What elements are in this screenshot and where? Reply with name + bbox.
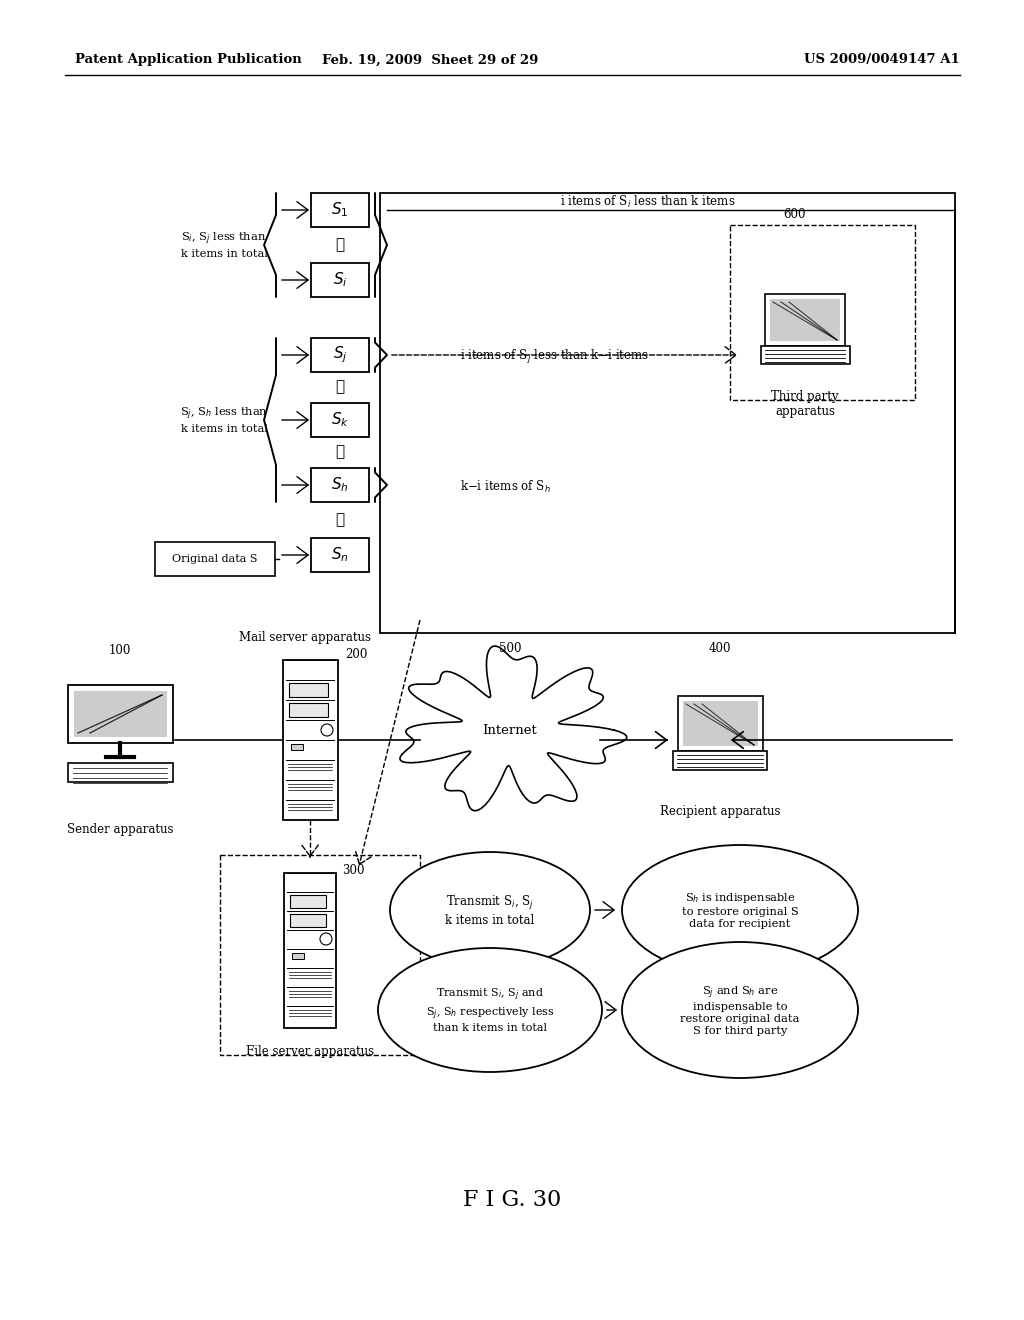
Text: S$_j$ and S$_h$ are
indispensable to
restore original data
S for third party: S$_j$ and S$_h$ are indispensable to res… — [680, 985, 800, 1036]
Text: $S_h$: $S_h$ — [331, 475, 349, 495]
Polygon shape — [399, 645, 627, 810]
Text: Sender apparatus: Sender apparatus — [67, 824, 173, 837]
Text: 300: 300 — [342, 863, 365, 876]
Bar — [289, 704, 328, 717]
Text: S$_j$, S$_h$ less than
k items in total: S$_j$, S$_h$ less than k items in total — [180, 407, 268, 434]
Text: ⋮: ⋮ — [336, 445, 344, 459]
Bar — [311, 193, 369, 227]
Bar — [311, 403, 369, 437]
Bar — [730, 224, 915, 400]
Bar — [311, 263, 369, 297]
Text: $S_1$: $S_1$ — [332, 201, 349, 219]
Bar — [290, 913, 326, 927]
Text: 600: 600 — [783, 209, 806, 222]
Text: $S_j$: $S_j$ — [333, 345, 347, 366]
Text: S$_h$ is indispensable
to restore original S
data for recipient: S$_h$ is indispensable to restore origin… — [682, 891, 799, 928]
Text: Internet: Internet — [482, 723, 538, 737]
Bar — [220, 855, 420, 1055]
Bar — [283, 660, 338, 820]
Bar — [678, 696, 763, 751]
Bar — [311, 469, 369, 502]
Bar — [74, 690, 167, 737]
Bar — [155, 543, 275, 576]
Bar — [289, 682, 328, 697]
Text: Transmit S$_i$, S$_j$ and
S$_j$, S$_h$ respectively less
than k items in total: Transmit S$_i$, S$_j$ and S$_j$, S$_h$ r… — [426, 987, 554, 1034]
Bar — [292, 953, 304, 960]
Text: Mail server apparatus: Mail server apparatus — [239, 631, 371, 644]
Text: Patent Application Publication: Patent Application Publication — [75, 54, 302, 66]
Text: i items of S$_j$ less than k−i items: i items of S$_j$ less than k−i items — [460, 348, 649, 366]
Text: 200: 200 — [345, 648, 368, 661]
Bar — [380, 193, 955, 634]
Bar — [673, 751, 767, 770]
Bar — [68, 685, 173, 743]
Text: 500: 500 — [499, 642, 521, 655]
Text: ⋮: ⋮ — [336, 380, 344, 393]
Text: Recipient apparatus: Recipient apparatus — [659, 805, 780, 818]
Text: $S_n$: $S_n$ — [331, 545, 349, 565]
Ellipse shape — [378, 948, 602, 1072]
Bar — [291, 744, 303, 750]
Text: $S_i$: $S_i$ — [333, 271, 347, 289]
Text: i items of S$_i$ less than k items: i items of S$_i$ less than k items — [560, 194, 735, 210]
Text: Transmit S$_i$, S$_j$
k items in total: Transmit S$_i$, S$_j$ k items in total — [445, 894, 535, 927]
Text: $S_k$: $S_k$ — [331, 411, 349, 429]
Text: Feb. 19, 2009  Sheet 29 of 29: Feb. 19, 2009 Sheet 29 of 29 — [322, 54, 539, 66]
Ellipse shape — [622, 845, 858, 975]
Bar — [770, 300, 840, 341]
Bar — [68, 763, 173, 781]
Text: F I G. 30: F I G. 30 — [463, 1189, 561, 1210]
Ellipse shape — [622, 942, 858, 1078]
Text: Original data S: Original data S — [172, 554, 258, 564]
Bar — [761, 346, 850, 364]
Text: 100: 100 — [109, 644, 131, 656]
Ellipse shape — [390, 851, 590, 968]
Bar — [683, 701, 758, 746]
Text: k−i items of S$_h$: k−i items of S$_h$ — [460, 479, 551, 495]
Bar — [290, 895, 326, 908]
Bar — [311, 539, 369, 572]
Text: File server apparatus: File server apparatus — [246, 1045, 374, 1059]
Bar — [765, 294, 845, 346]
Text: ⋮: ⋮ — [336, 513, 344, 527]
Bar — [284, 873, 336, 1028]
Text: S$_i$, S$_j$ less than
k items in total: S$_i$, S$_j$ less than k items in total — [180, 231, 267, 259]
Bar — [311, 338, 369, 372]
Text: US 2009/0049147 A1: US 2009/0049147 A1 — [804, 54, 961, 66]
Text: Third party
apparatus: Third party apparatus — [771, 389, 839, 418]
Text: 400: 400 — [709, 642, 731, 655]
Text: ⋮: ⋮ — [336, 238, 344, 252]
